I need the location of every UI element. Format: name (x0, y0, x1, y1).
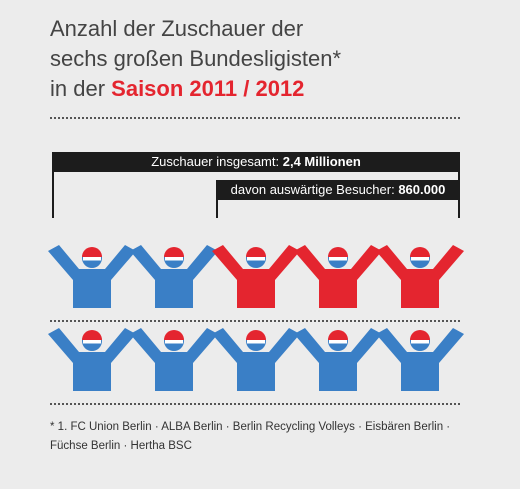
person-cap (410, 330, 430, 340)
person-body (130, 328, 218, 391)
person-cap (82, 330, 102, 340)
person-face (83, 338, 101, 344)
person-face (411, 338, 429, 344)
person-icon-blue (130, 328, 218, 391)
chart-title: Anzahl der Zuschauer der sechs großen Bu… (50, 14, 490, 104)
divider-top (50, 117, 460, 119)
person-icon-blue (48, 245, 136, 308)
person-face (83, 255, 101, 261)
person-body (48, 328, 136, 391)
person-body (294, 245, 382, 308)
person-face (165, 338, 183, 344)
person-icon-red (212, 245, 300, 308)
person-face (329, 255, 347, 261)
person-cap (410, 247, 430, 257)
total-bracket-left (52, 172, 54, 218)
person-icon-blue (130, 245, 218, 308)
footnote: * 1. FC Union Berlin · ALBA Berlin · Ber… (50, 418, 480, 456)
person-cap (164, 330, 184, 340)
away-visitors-label: davon auswärtige Besucher: (230, 182, 395, 197)
person-cap (328, 330, 348, 340)
person-body (212, 245, 300, 308)
away-visitors-bar: davon auswärtige Besucher: 860.000 (216, 180, 460, 200)
title-line-3: in der Saison 2011 / 2012 (50, 74, 490, 104)
away-bracket-left (216, 200, 218, 218)
title-line-3-prefix: in der (50, 76, 112, 101)
person-body (294, 328, 382, 391)
footnote-line-1: * 1. FC Union Berlin · ALBA Berlin · Ber… (50, 421, 451, 433)
person-body (376, 328, 464, 391)
person-face (411, 255, 429, 261)
person-face (247, 255, 265, 261)
season-highlight: Saison 2011 / 2012 (111, 76, 305, 101)
person-cap (246, 330, 266, 340)
person-icon-blue (212, 328, 300, 391)
person-icon-red (294, 245, 382, 308)
person-face (165, 255, 183, 261)
divider-bottom (50, 403, 460, 405)
person-icon-blue (376, 328, 464, 391)
person-cap (328, 247, 348, 257)
person-body (130, 245, 218, 308)
person-cap (246, 247, 266, 257)
away-visitors-value: 860.000 (398, 182, 446, 197)
person-icon-blue (294, 328, 382, 391)
person-body (376, 245, 464, 308)
person-icon-red (376, 245, 464, 308)
divider-middle (50, 320, 460, 322)
total-visitors-value: 2,4 Millionen (282, 154, 361, 169)
title-line-2: sechs großen Bundesligisten* (50, 46, 342, 71)
person-face (329, 338, 347, 344)
person-icon-blue (48, 328, 136, 391)
person-cap (82, 247, 102, 257)
person-cap (164, 247, 184, 257)
title-line-1: Anzahl der Zuschauer der (50, 16, 304, 41)
person-body (48, 245, 136, 308)
total-visitors-bar: Zuschauer insgesamt: 2,4 Millionen (52, 152, 460, 172)
footnote-line-2: Füchse Berlin · Hertha BSC (50, 440, 192, 452)
person-body (212, 328, 300, 391)
total-visitors-label: Zuschauer insgesamt: (151, 154, 280, 169)
person-face (247, 338, 265, 344)
